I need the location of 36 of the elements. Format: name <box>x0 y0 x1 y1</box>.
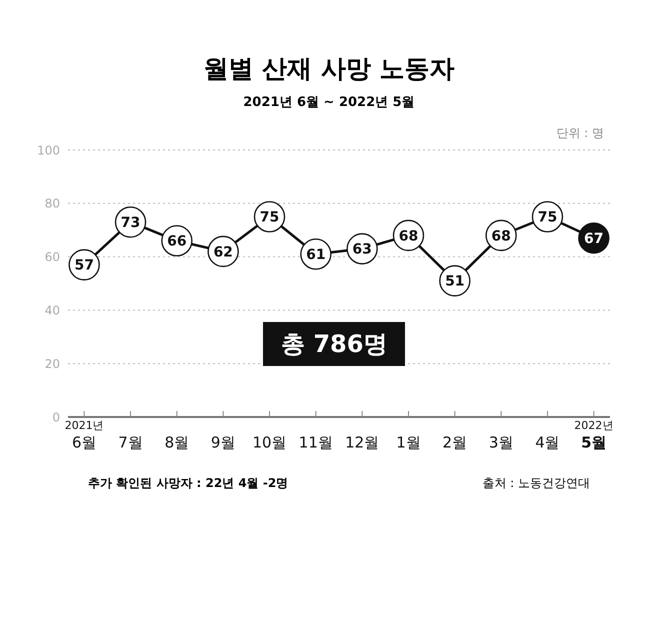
x-tick-label: 7월 <box>118 434 143 452</box>
y-tick-label: 100 <box>37 143 60 158</box>
x-tick-label: 2021년 6월 <box>64 418 104 452</box>
data-label: 66 <box>167 234 187 250</box>
annotation: 총 786명 <box>263 322 406 366</box>
y-tick-label: 20 <box>44 356 60 371</box>
x-tick-label: 2022년 5월 <box>574 418 614 452</box>
source-note: 출처 : 노동건강연대 <box>482 475 590 492</box>
y-tick-label: 40 <box>44 303 60 318</box>
data-label: 73 <box>120 214 140 231</box>
text: 단위 : 명 <box>555 125 604 142</box>
data-label: 67 <box>584 231 604 248</box>
data-label: 75 <box>538 210 558 226</box>
x-tick-label: 11월 <box>298 434 333 452</box>
x-tick-label: 2월 <box>442 434 468 452</box>
y-tick-label: 0 <box>52 410 60 424</box>
data-label: 68 <box>398 228 418 244</box>
data-label: 75 <box>260 210 280 226</box>
x-tick-label: 9월 <box>210 434 236 452</box>
x-tick-label: 8월 <box>164 434 190 452</box>
x-tick-label: 12월 <box>345 434 380 452</box>
y-tick-label: 80 <box>44 196 60 211</box>
x-tick-label: 4월 <box>535 434 560 452</box>
text: 추가 확인된 사망자 : 22년 4월 -2명 <box>88 475 288 492</box>
x-tick-label: 10월 <box>252 434 287 452</box>
chart-subtitle: 2021년 6월 ~ 2022년 5월 <box>242 94 416 111</box>
data-label: 68 <box>491 228 511 244</box>
chart-title: 월별 산재 사망 노동자 <box>202 53 456 85</box>
y-tick-label: 60 <box>44 250 60 264</box>
x-tick-label: 3월 <box>488 434 514 452</box>
data-label: 61 <box>306 247 326 264</box>
data-label: 63 <box>352 242 372 258</box>
data-label: 51 <box>445 274 465 290</box>
data-label: 62 <box>213 244 233 260</box>
data-label: 57 <box>74 258 94 274</box>
x-tick-label: 1월 <box>396 434 421 452</box>
